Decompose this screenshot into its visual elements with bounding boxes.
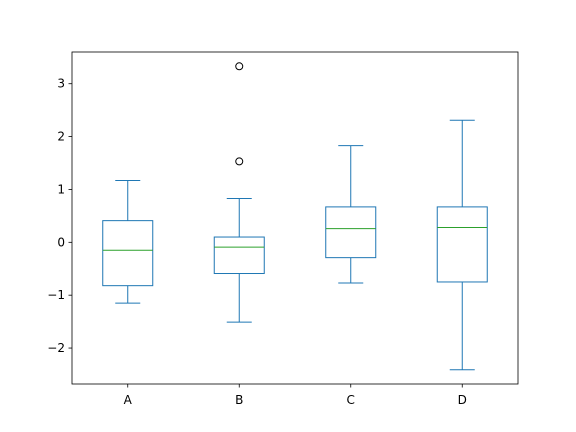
y-tick-label: 3 bbox=[57, 77, 65, 91]
x-tick-label: D bbox=[458, 393, 467, 407]
axes-frame bbox=[71, 51, 519, 385]
plot-area: −2 −1 0 1 2 3 A B C D bbox=[47, 62, 488, 407]
x-tick-label: A bbox=[124, 393, 133, 407]
box-iqr bbox=[102, 220, 154, 287]
y-tick-label: 0 bbox=[57, 235, 65, 249]
outlier-point bbox=[235, 157, 244, 166]
y-tick-label: 2 bbox=[57, 130, 65, 144]
box-iqr bbox=[436, 206, 488, 283]
y-tick-label: −1 bbox=[47, 288, 65, 302]
outlier-point bbox=[235, 62, 244, 71]
box-iqr bbox=[213, 236, 265, 275]
y-tick-label: −2 bbox=[47, 341, 65, 355]
box-iqr bbox=[325, 206, 377, 259]
y-tick-label: 1 bbox=[57, 182, 65, 196]
x-tick-label: B bbox=[235, 393, 243, 407]
x-tick-label: C bbox=[347, 393, 355, 407]
